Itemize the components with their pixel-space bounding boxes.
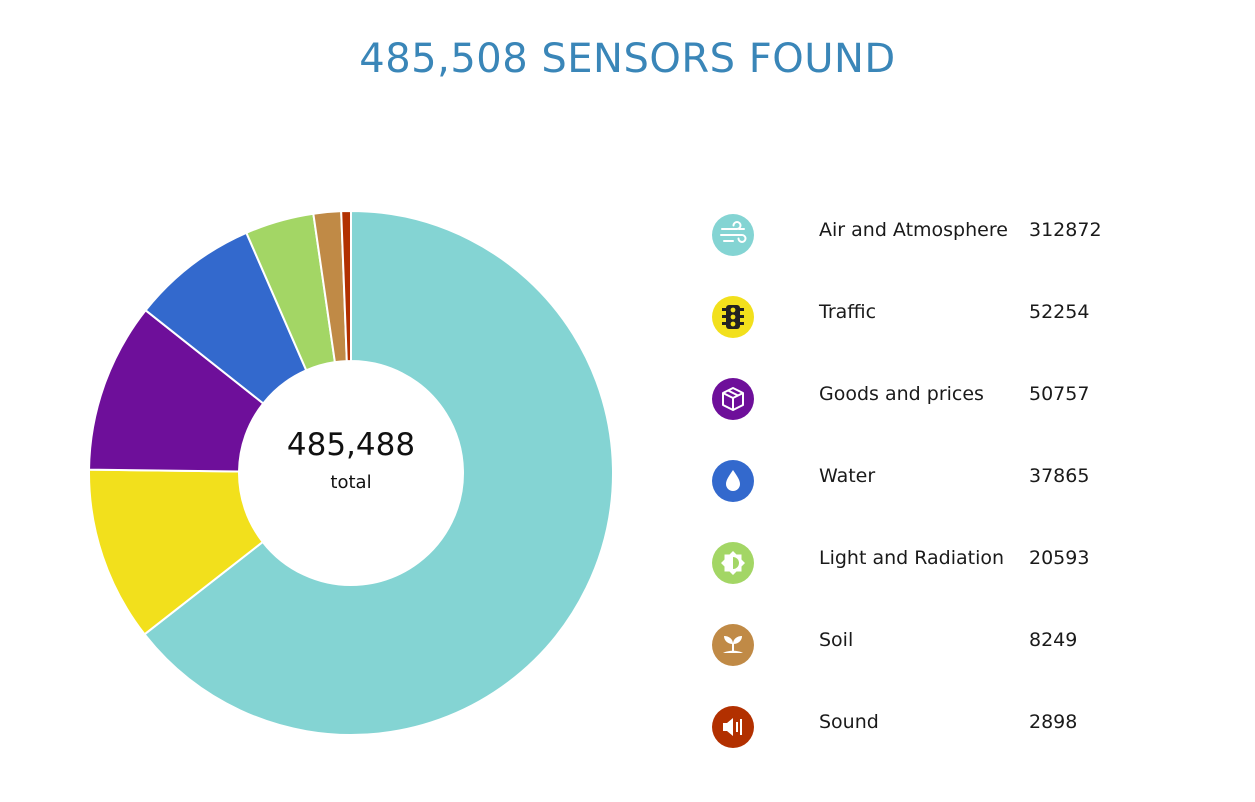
legend-value: 8249 <box>1029 629 1078 651</box>
legend-label: Light and Radiation <box>819 547 1005 569</box>
donut-chart: 485,488 total <box>80 202 622 744</box>
donut-center: 485,488 total <box>251 428 451 493</box>
water-drop-icon <box>712 460 754 502</box>
legend-label: Sound <box>819 711 879 733</box>
speaker-icon <box>712 706 754 748</box>
legend-item-air-and-atmosphere[interactable]: Air and Atmosphere 312872 <box>712 212 1192 294</box>
legend-item-sound[interactable]: Sound 2898 <box>712 704 1192 786</box>
legend-label: Goods and prices <box>819 383 984 405</box>
legend-value: 312872 <box>1029 219 1102 241</box>
legend-label: Traffic <box>819 301 877 323</box>
legend-item-traffic[interactable]: Traffic 52254 <box>712 294 1192 376</box>
legend-value: 50757 <box>1029 383 1090 405</box>
wind-icon <box>712 214 754 256</box>
donut-chart-svg <box>88 210 614 736</box>
traffic-light-icon <box>712 296 754 338</box>
legend-label: Soil <box>819 629 854 651</box>
legend-label: Water <box>819 465 876 487</box>
legend-item-goods-and-prices[interactable]: Goods and prices 50757 <box>712 376 1192 458</box>
sun-icon <box>712 542 754 584</box>
legend-item-water[interactable]: Water 37865 <box>712 458 1192 540</box>
sprout-icon <box>712 624 754 666</box>
donut-slice-air-and-atmosphere[interactable] <box>143 210 614 736</box>
legend-label: Air and Atmosphere <box>819 219 1008 241</box>
donut-total-value: 485,488 <box>286 427 416 463</box>
legend-item-soil[interactable]: Soil 8249 <box>712 622 1192 704</box>
donut-slice-sound[interactable] <box>340 210 352 363</box>
page-title: 485,508 SENSORS FOUND <box>359 36 896 82</box>
legend-value: 52254 <box>1029 301 1090 323</box>
legend-value: 20593 <box>1029 547 1090 569</box>
legend-item-light-and-radiation[interactable]: Light and Radiation 20593 <box>712 540 1192 622</box>
donut-slice-traffic[interactable] <box>88 468 264 636</box>
chart-legend: Air and Atmosphere 312872 Traffic 52254 <box>712 212 1192 786</box>
package-icon <box>712 378 754 420</box>
legend-value: 2898 <box>1029 711 1078 733</box>
donut-total-label: total <box>330 472 372 494</box>
legend-value: 37865 <box>1029 465 1090 487</box>
